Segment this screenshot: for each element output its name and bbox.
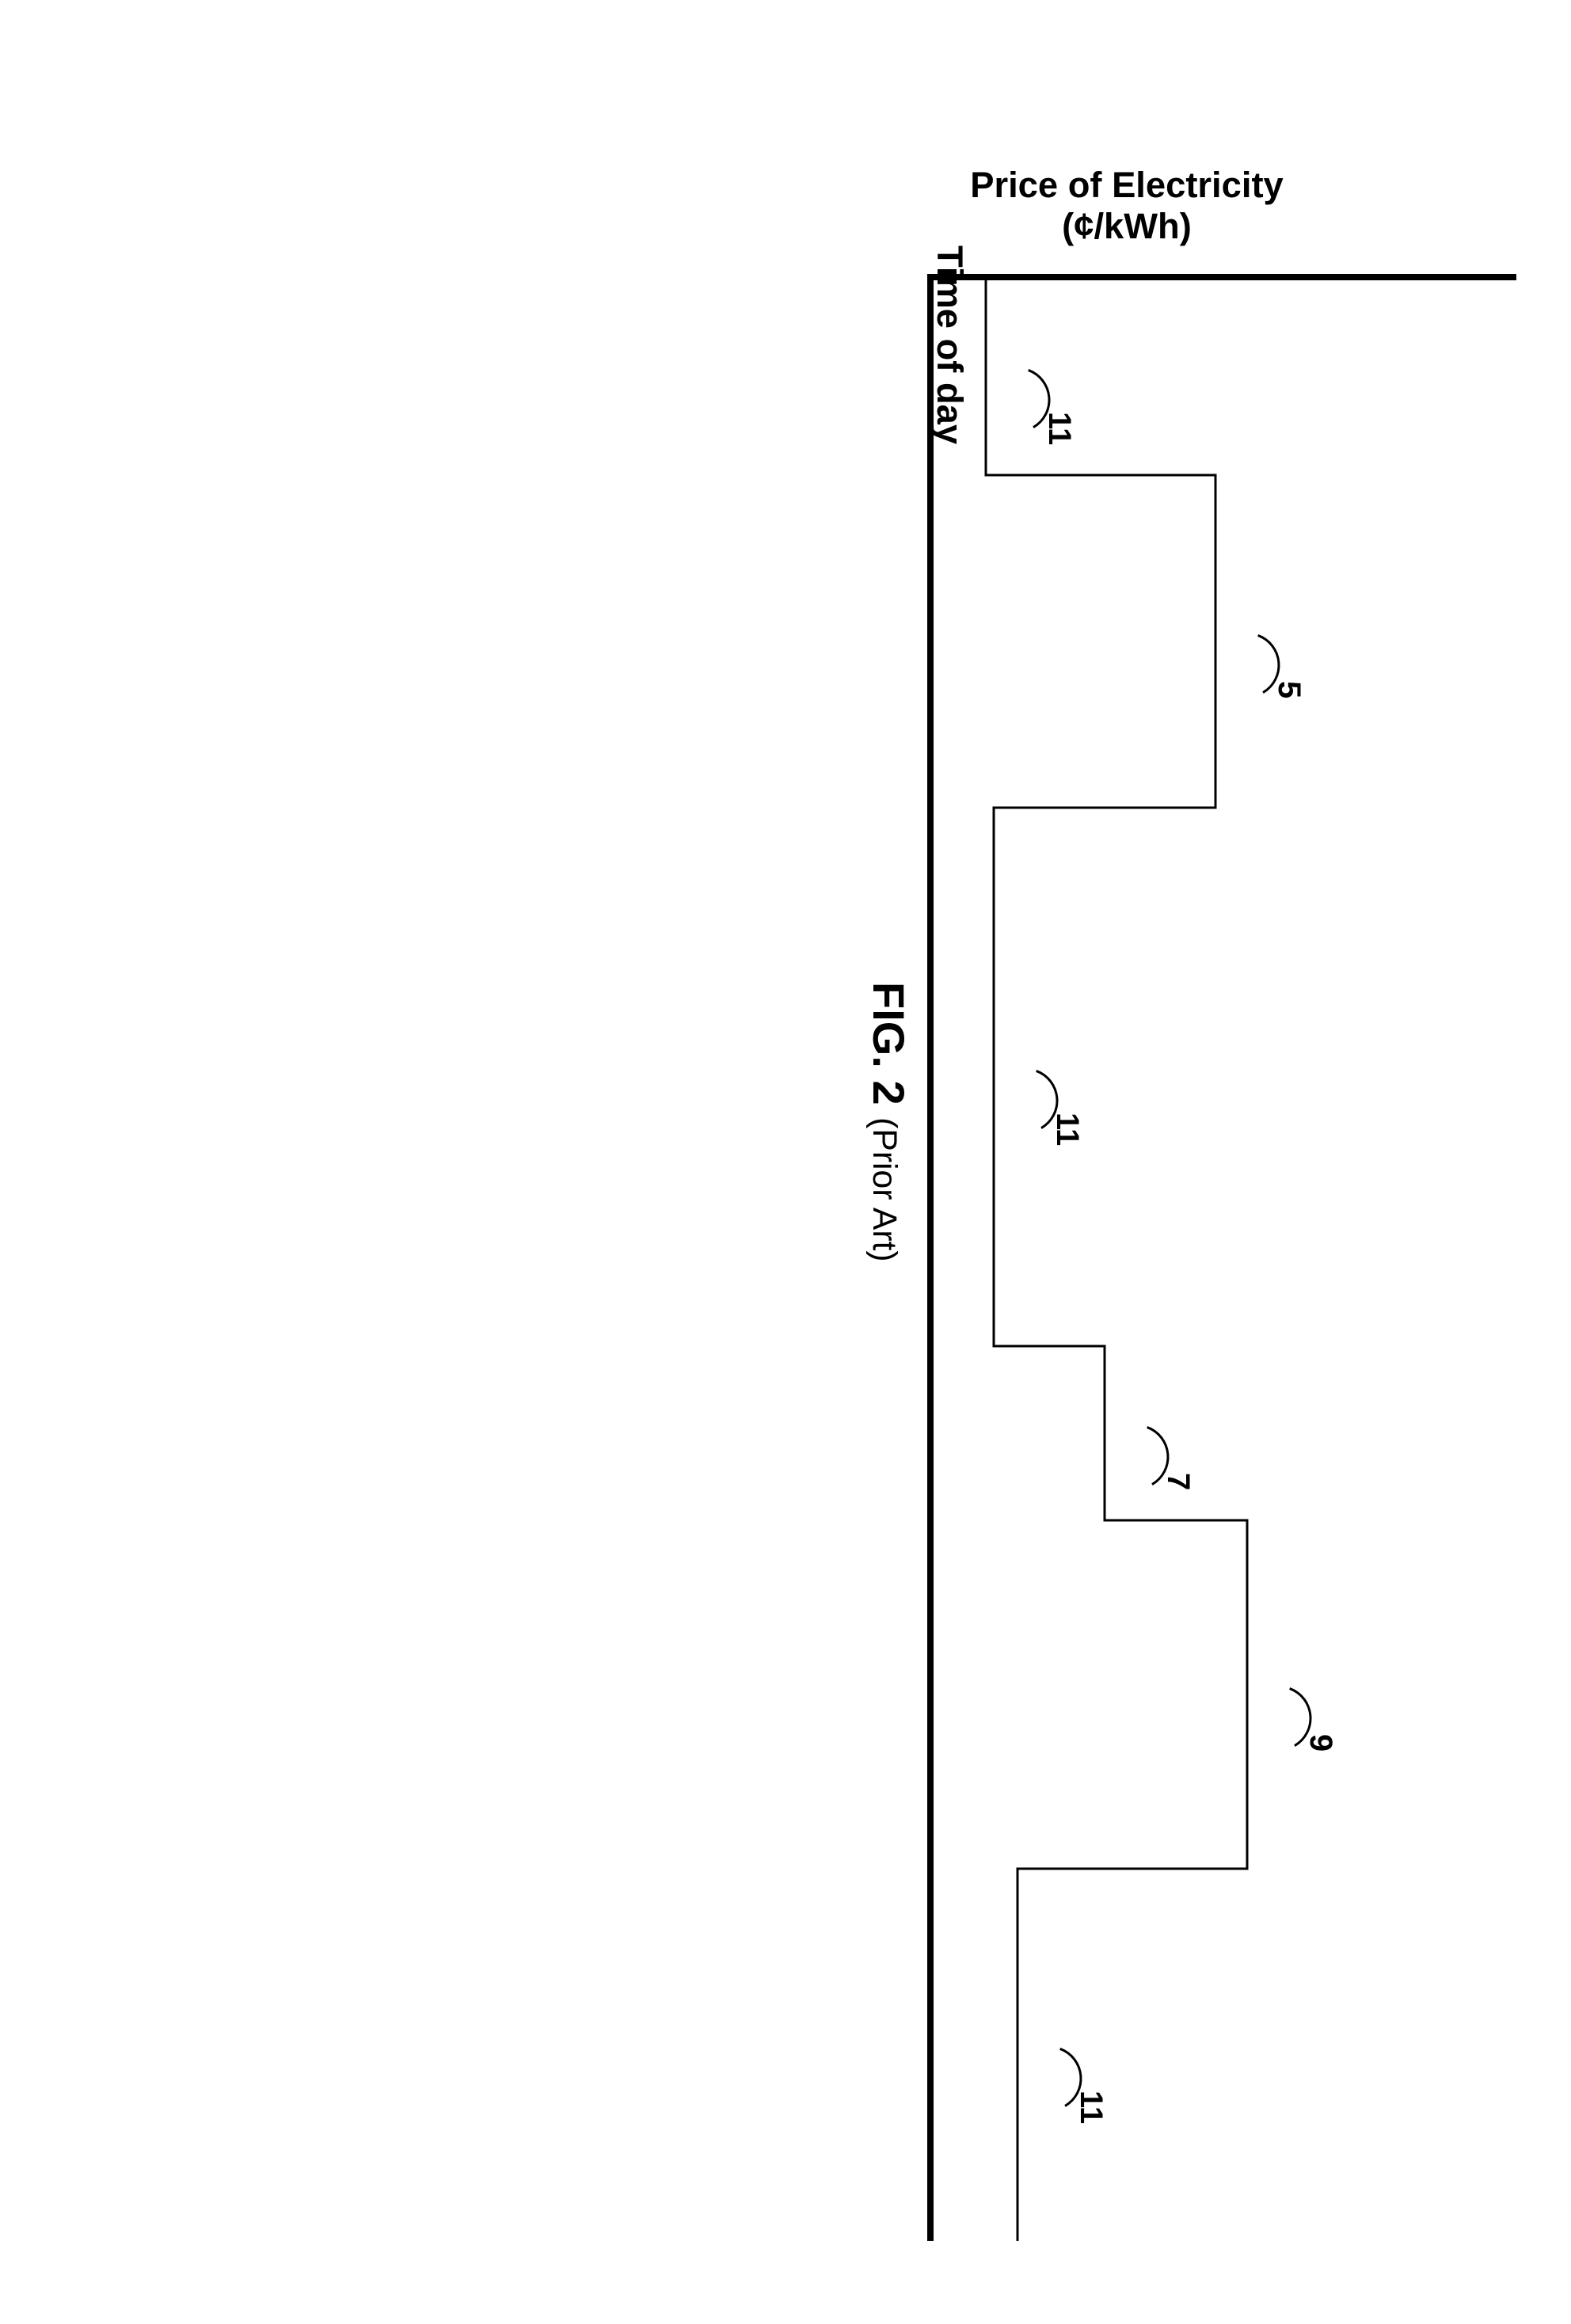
callout-11c: 11 xyxy=(1074,2090,1109,2124)
fig2-ylabel: Price of Electricity (¢/kWh) xyxy=(905,165,1348,247)
callout-11b: 11 xyxy=(1050,1113,1085,1146)
rotated-page: 13 Electrical Load (kW) Time of day FIG.… xyxy=(0,0,1571,1571)
fig2-xlabel: Time of day xyxy=(929,245,970,444)
fig2-subtitle: (Prior Art) xyxy=(865,1117,903,1261)
fig1-svg: 13 xyxy=(1548,135,1571,2273)
fig2-svg: 11 5 11 7 9 11 xyxy=(820,135,1532,2273)
callout-5: 5 xyxy=(1272,681,1307,698)
fig2-caption: FIG. 2 (Prior Art) xyxy=(863,982,915,1262)
callout-9: 9 xyxy=(1303,1734,1338,1752)
callout-11a: 11 xyxy=(1042,412,1077,445)
fig2-title: FIG. 2 xyxy=(864,982,914,1105)
callout-7: 7 xyxy=(1161,1473,1196,1490)
fig2-panel: 11 5 11 7 9 11 Price of Electricity (¢/kWh) T… xyxy=(899,135,1532,2193)
